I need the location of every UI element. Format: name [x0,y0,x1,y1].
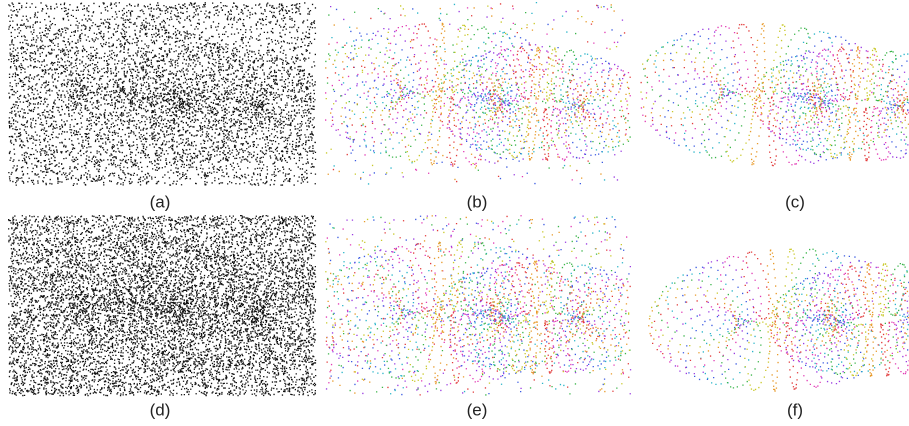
panel-label: (f) [787,400,803,419]
colored-point-cloud [325,216,631,396]
colored-point-cloud [325,6,631,171]
colored-point-cloud [325,215,632,395]
colored-point-cloud [640,25,909,166]
panel-label: (c) [785,192,805,211]
panel-label: (a) [150,192,171,211]
colored-point-cloud [331,2,620,185]
colored-point-cloud [330,6,626,181]
colored-point-cloud [681,255,909,381]
colored-point-cloud [654,31,909,156]
colored-point-cloud [649,248,908,391]
panel-label: (b) [467,192,488,211]
colored-point-cloud [651,28,909,165]
colored-point-cloud [648,249,909,392]
colored-point-cloud [333,5,622,185]
point-cloud [8,215,317,397]
colored-point-cloud [643,23,909,166]
colored-point-cloud [325,4,628,181]
panel-label: (d) [150,400,171,419]
colored-point-cloud [640,24,908,163]
colored-point-cloud [643,27,909,159]
colored-point-cloud [658,256,909,388]
point-cloud [8,2,317,186]
colored-point-cloud [326,3,631,183]
panel-label: (e) [467,400,488,419]
